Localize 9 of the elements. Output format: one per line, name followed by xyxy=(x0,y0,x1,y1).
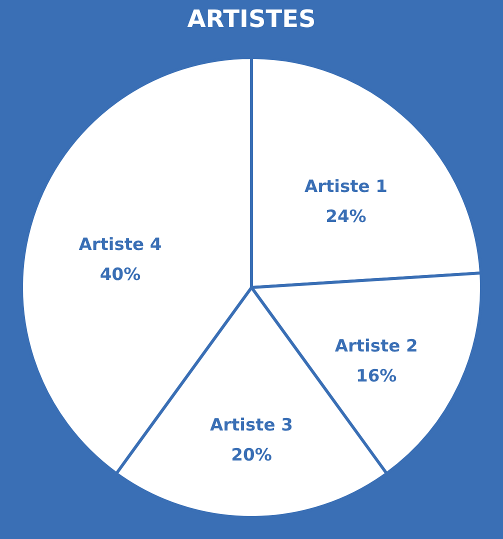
data-label: 20% xyxy=(231,446,272,466)
data-label: 40% xyxy=(100,264,141,285)
slice-label: Artiste 2 xyxy=(334,336,418,356)
slice-label: Artiste 3 xyxy=(210,416,294,436)
slice-label: Artiste 1 xyxy=(304,176,388,197)
slice-label: Artiste 4 xyxy=(78,234,162,255)
data-label: 24% xyxy=(326,206,366,227)
data-label: 16% xyxy=(356,366,397,386)
chart-title: ARTISTES xyxy=(187,5,316,33)
